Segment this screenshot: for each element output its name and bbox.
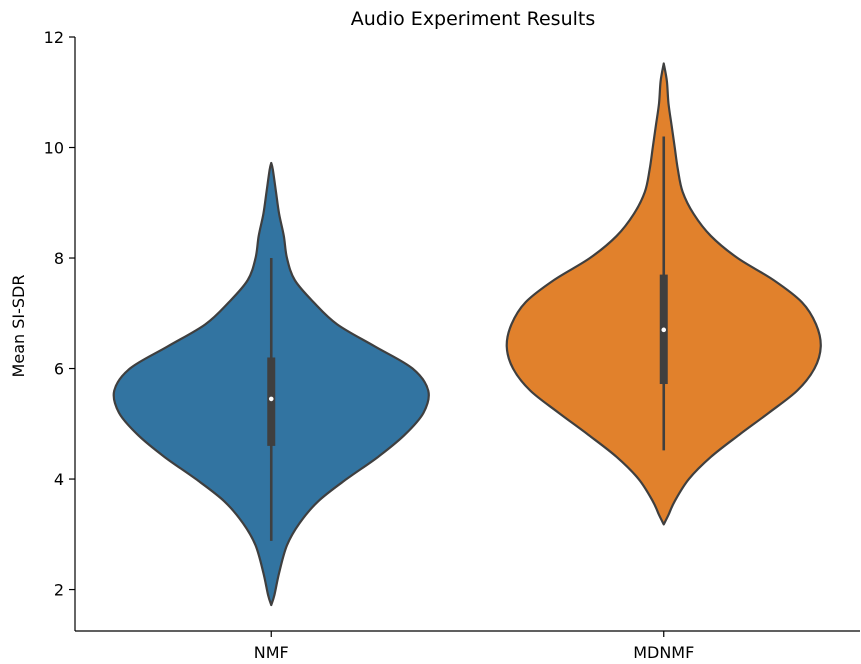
- y-tick-label-2: 2: [54, 581, 64, 600]
- chart-title: Audio Experiment Results: [351, 8, 595, 30]
- axes-group: 2 4 6 8 10 12 NMF MDNMF: [44, 28, 860, 662]
- median-dot-nmf: [268, 396, 274, 402]
- median-dot-mdnmf: [661, 327, 667, 333]
- violins-group: [112, 62, 822, 607]
- x-tick-label-nmf: NMF: [254, 643, 289, 662]
- y-axis-label: Mean SI-SDR: [9, 275, 28, 378]
- y-tick-label-8: 8: [54, 249, 64, 268]
- iqr-box-nmf: [267, 357, 276, 446]
- y-tick-label-4: 4: [54, 470, 64, 489]
- x-tick-label-mdnmf: MDNMF: [633, 643, 694, 662]
- y-tick-label-10: 10: [44, 139, 64, 158]
- y-tick-label-12: 12: [44, 28, 64, 47]
- y-tick-label-6: 6: [54, 360, 64, 379]
